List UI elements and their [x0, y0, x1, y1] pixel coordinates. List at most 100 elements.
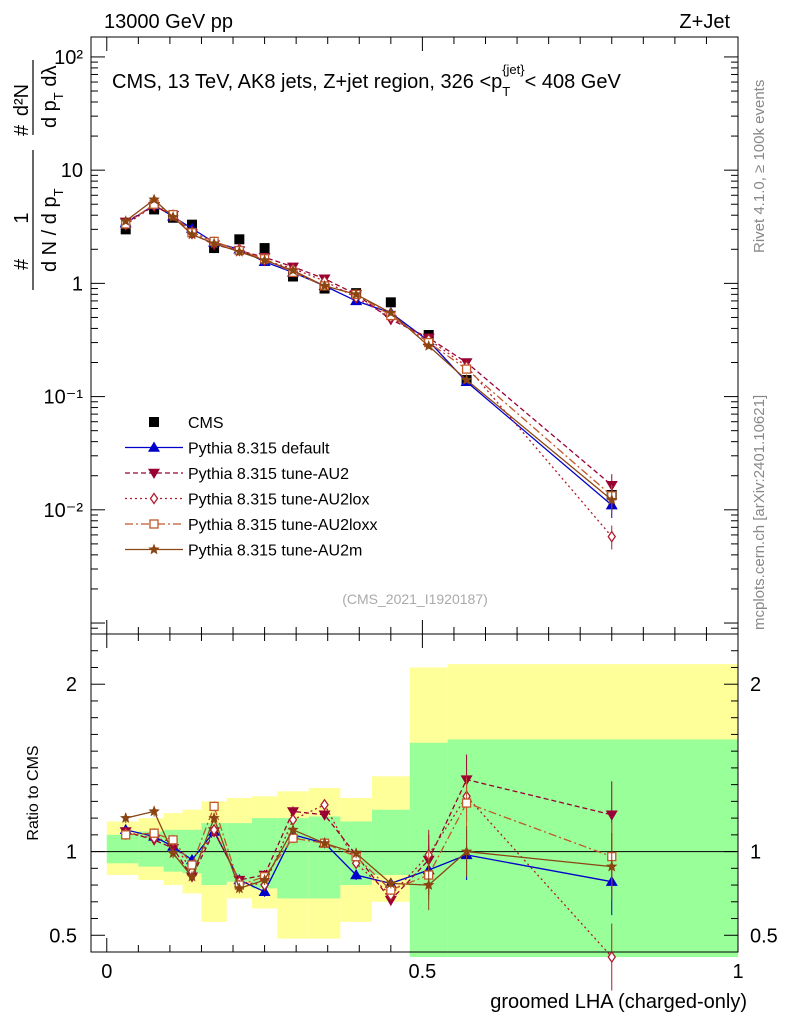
ratio-point [318, 837, 331, 849]
ratio-line [125, 795, 613, 958]
y-tick-label: 1 [72, 273, 83, 295]
data-point [460, 374, 473, 385]
data-point [258, 254, 271, 266]
main-panel: 10⁻² 10⁻¹ 1 10 10² CMS, 13 TeV, AK8 jets, Z+… [44, 36, 739, 952]
data-point [606, 494, 618, 505]
legend-item: Pythia 8.315 tune-AU2loxx [125, 517, 377, 534]
svg-text:1: 1 [11, 212, 33, 223]
data-point [350, 288, 362, 300]
data-point [186, 228, 198, 240]
ratio-point [258, 874, 271, 885]
band-green [371, 809, 410, 876]
rivet-label: Rivet 4.1.0, ≥ 100k events [751, 80, 768, 253]
mcplots-label: mcplots.cern.ch [arXiv:2401.10621] [751, 395, 768, 630]
ratio-point [350, 869, 363, 880]
legend-item: CMS [149, 415, 224, 432]
ratio-point [605, 810, 618, 821]
x-tick-label: 0.5 [408, 961, 436, 983]
data-point [385, 297, 396, 308]
series-5 [120, 193, 618, 513]
ratio-point [209, 823, 219, 836]
ratio-point [149, 828, 159, 838]
data-point [461, 364, 472, 374]
legend-item: Pythia 8.315 tune-AU2m [125, 543, 362, 560]
legend: CMS Pythia 8.315 default Pythia 8.315 tune… [125, 415, 377, 560]
legend-label: Pythia 8.315 tune-AU2lox [188, 492, 369, 509]
data-point [148, 193, 160, 205]
data-point [233, 245, 245, 257]
band-green [226, 823, 252, 882]
ratio-point [423, 879, 435, 890]
legend-marker [149, 519, 159, 529]
header-left: 13000 GeV pp [104, 11, 233, 33]
legend-item: Pythia 8.315 default [125, 441, 330, 458]
header-right: Z+Jet [679, 11, 730, 33]
ratio-point [121, 830, 131, 840]
data-point [607, 530, 617, 543]
ratio-point [461, 798, 472, 808]
ratio-point [208, 812, 220, 823]
ratio-point [320, 798, 329, 811]
svg-text:#: # [11, 124, 33, 136]
ratio-point [168, 835, 178, 845]
ratio-y-tick-label: 1 [66, 842, 77, 864]
x-axis-label: groomed LHA (charged-only) [490, 991, 747, 1013]
ratio-point [209, 801, 219, 812]
y-tick-label: 10⁻² [44, 500, 84, 522]
svg-text:d pT dλ: d pT dλ [39, 66, 66, 128]
ratio-point [607, 950, 617, 964]
legend-marker [148, 468, 160, 479]
legend-label: Pythia 8.315 tune-AU2 [188, 466, 349, 483]
ratio-point [120, 812, 132, 823]
ratio-y-tick-label-right: 2 [750, 674, 761, 696]
svg-text:d²N: d²N [11, 84, 33, 116]
legend-label: Pythia 8.315 default [188, 441, 330, 458]
data-point [259, 243, 270, 254]
legend-label: Pythia 8.315 tune-AU2m [188, 543, 362, 560]
legend-marker [148, 441, 160, 452]
ratio-y-tick-label-right: 1 [750, 842, 761, 864]
ratio-series-4 [120, 805, 618, 911]
legend-item: Pythia 8.315 tune-AU2 [125, 466, 349, 483]
ratio-point [287, 823, 299, 835]
ratio-point [148, 805, 160, 817]
data-point [385, 306, 397, 318]
ratio-point [460, 845, 473, 857]
series-4 [121, 199, 617, 509]
ratio-point [167, 847, 179, 859]
ratio-panel-frame [90, 633, 739, 953]
data-point [318, 279, 331, 291]
main-ylabel: # 1 d N / d pT # d²N d pT dλ [11, 60, 66, 290]
band-green [308, 816, 341, 899]
ratio-y-tick-label: 0.5 [49, 925, 77, 947]
x-tick-label: 0 [101, 961, 112, 983]
data-point [287, 264, 299, 276]
data-point [234, 234, 245, 245]
data-point [208, 237, 220, 249]
legend-marker [149, 492, 159, 505]
ratio-point [385, 877, 397, 889]
legend-marker [148, 543, 160, 555]
y-tick-label: 10 [61, 160, 83, 182]
ratio-y-tick-label: 2 [66, 674, 77, 696]
y-tick-label: 10² [54, 47, 83, 69]
data-point [423, 340, 435, 351]
ratio-ylabel: Ratio to CMS [25, 745, 42, 840]
main-title: CMS, 13 TeV, AK8 jets, Z+jet region, 326… [112, 62, 621, 99]
analysis-watermark: (CMS_2021_I1920187) [342, 591, 488, 607]
series-line [125, 198, 613, 501]
y-tick-label: 10⁻¹ [44, 387, 84, 409]
x-tick-label: 1 [732, 961, 743, 983]
legend-marker [149, 417, 159, 427]
ratio-point [286, 807, 299, 818]
ratio-point [606, 860, 618, 872]
legend-label: Pythia 8.315 tune-AU2loxx [188, 517, 377, 534]
series-line [125, 204, 613, 538]
ratio-point [318, 810, 331, 821]
data-point [167, 211, 179, 222]
legend-label: CMS [188, 415, 224, 432]
ratio-point [186, 870, 198, 882]
data-point [120, 215, 132, 226]
ratio-y-tick-label-right: 0.5 [750, 925, 778, 947]
